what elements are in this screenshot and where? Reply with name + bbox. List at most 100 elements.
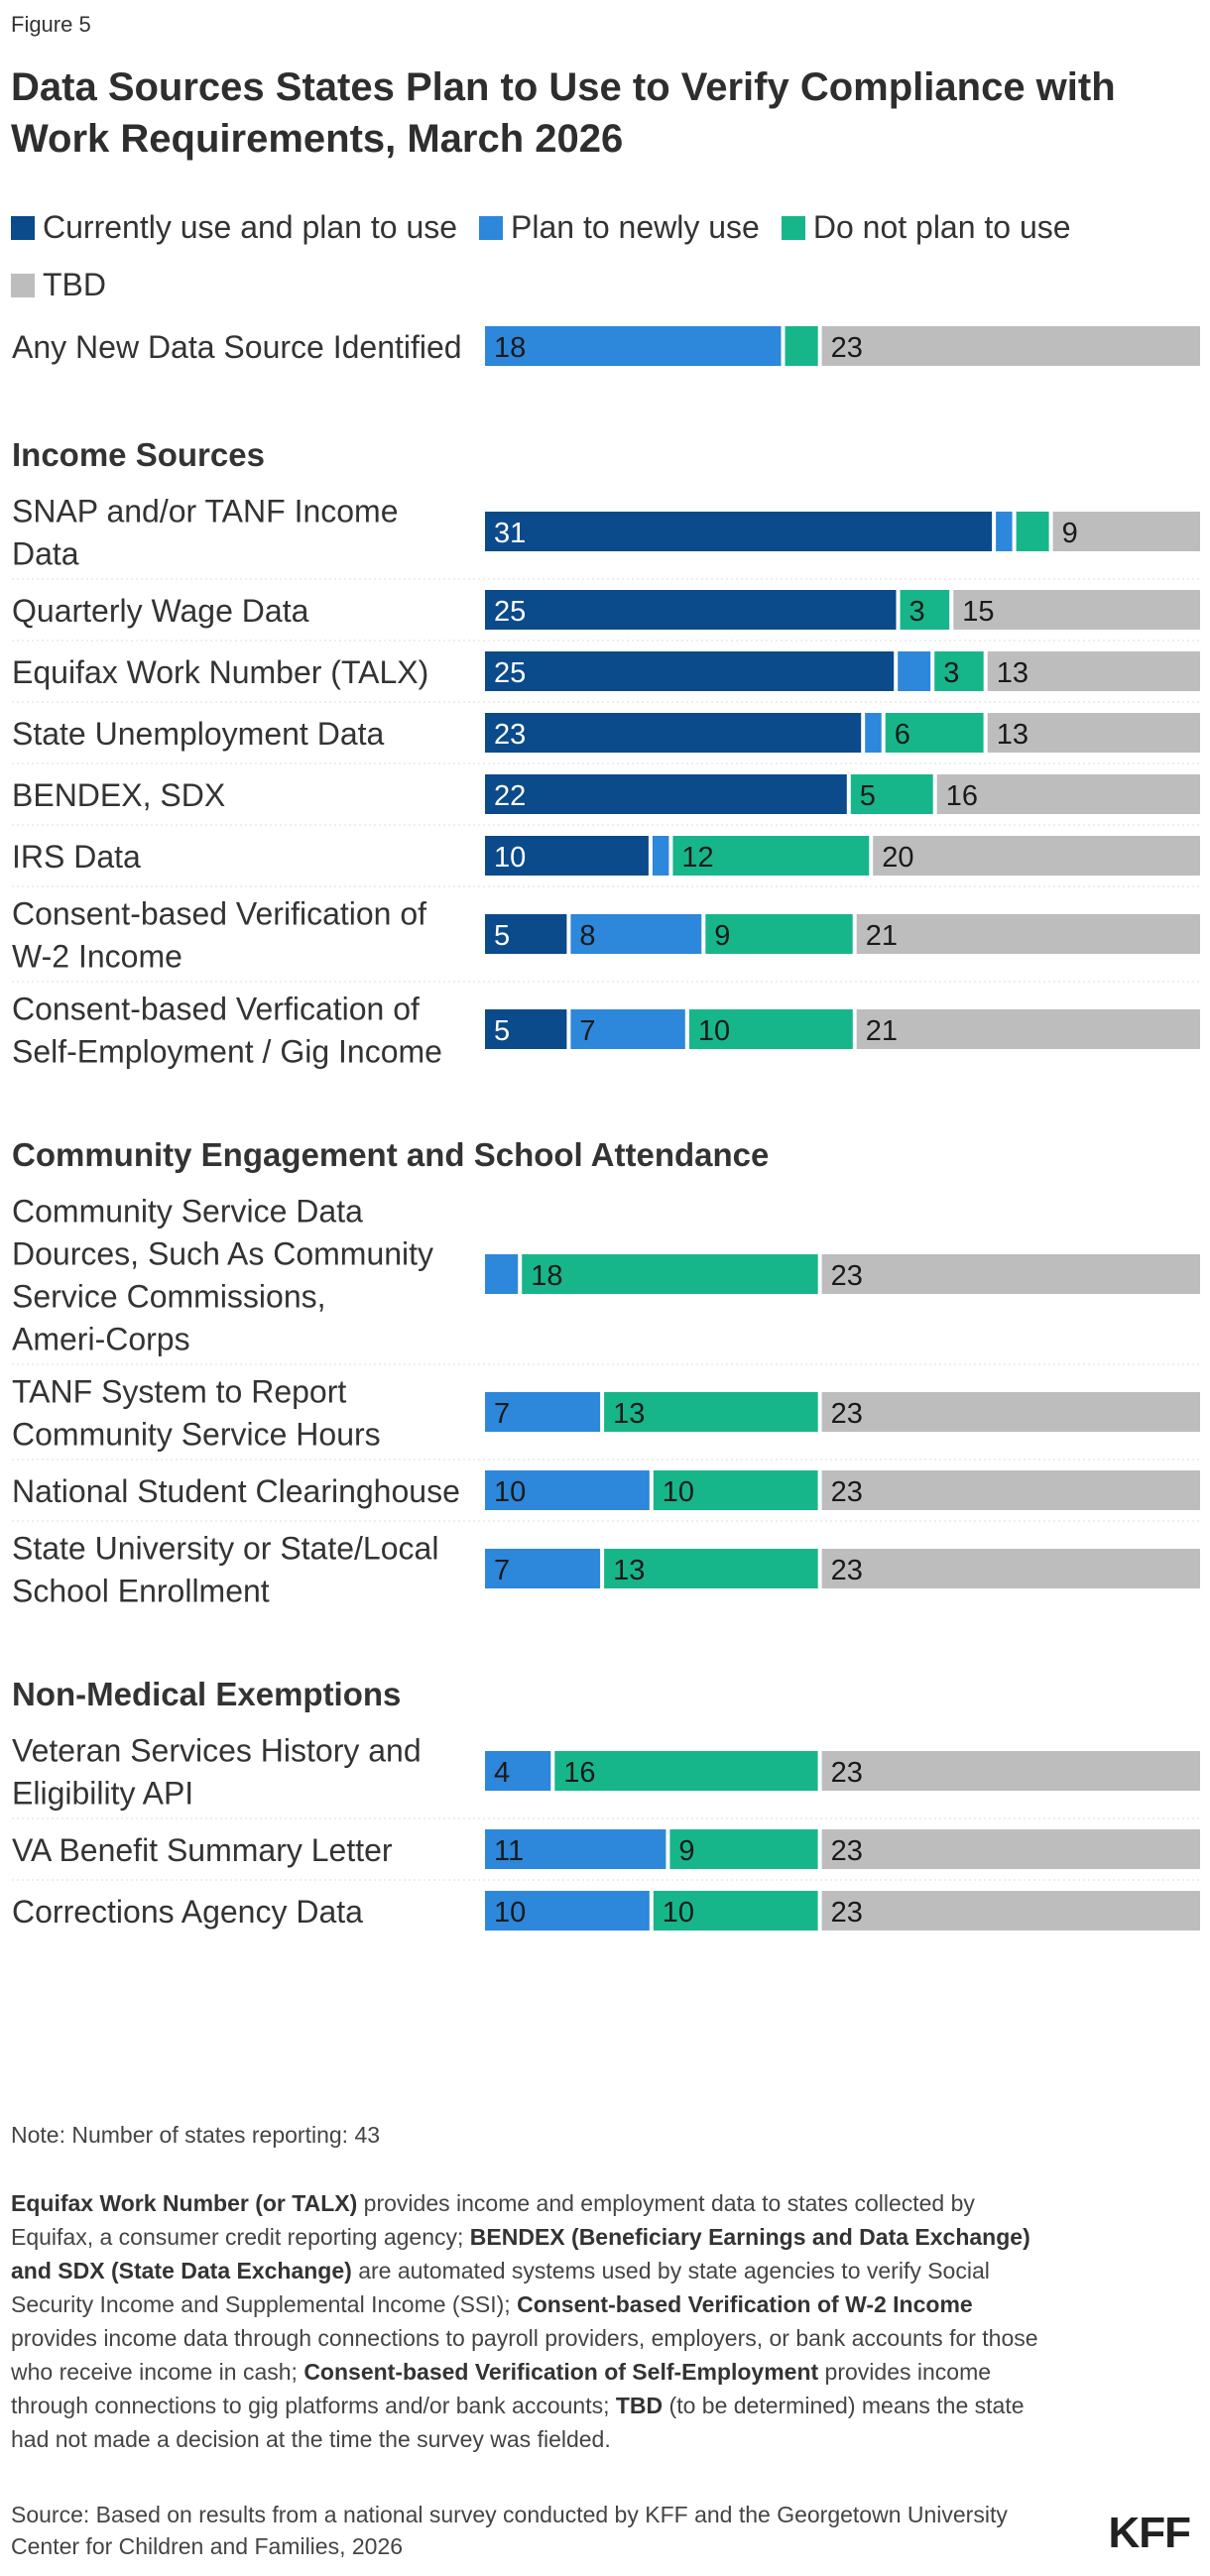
bar-segment: [522, 1254, 818, 1294]
row-label-line: Service Commissions,: [12, 1279, 326, 1315]
bar-value-label: 23: [831, 1398, 863, 1430]
bar-segment: [485, 512, 992, 551]
bar-value-label: 23: [831, 1555, 863, 1586]
bar-segment: [873, 836, 1200, 876]
bar-segment: [822, 1470, 1200, 1510]
bar-value-label: 23: [831, 1897, 863, 1929]
row-label-line: Quarterly Wage Data: [12, 593, 309, 629]
bar-segment: [485, 326, 782, 366]
group-heading: Non-Medical Exemptions: [12, 1676, 401, 1712]
bar-segment: [822, 1751, 1200, 1791]
bar-value-label: 22: [494, 780, 526, 812]
group-heading: Community Engagement and School Attendan…: [12, 1136, 769, 1173]
row-label: TANF System to Report Community Service H…: [12, 1374, 381, 1453]
group-heading: Income Sources: [12, 436, 265, 473]
row-label-line: State University or State/Local: [12, 1531, 438, 1567]
footnote-term: Equifax Work Number (or TALX): [11, 2190, 357, 2216]
kff-logo: KFF: [1108, 2509, 1190, 2558]
bar-segment: [653, 836, 669, 876]
bar-segment: [1017, 512, 1049, 551]
row-label-line: Consent-based Verfication of: [12, 992, 420, 1027]
bar-value-label: 7: [579, 1015, 595, 1047]
footnote-term: Consent-based Verification of Self-Emplo…: [303, 2359, 818, 2385]
row-label-line: State Unemployment Data: [12, 716, 385, 752]
row-label: State University or State/Local School En…: [12, 1531, 438, 1609]
bar-segment: [857, 914, 1200, 954]
bar-value-label: 18: [494, 332, 526, 364]
row-label-line: School Enrollment: [12, 1574, 270, 1609]
row-label: SNAP and/or TANF Income Data: [12, 494, 399, 572]
row-label-line: BENDEX, SDX: [12, 777, 225, 813]
bar-value-label: 3: [943, 657, 959, 689]
bar-value-label: 8: [579, 920, 595, 952]
bar-value-label: 12: [681, 842, 713, 874]
bar-value-label: 16: [946, 780, 978, 812]
row-label-line: Data: [12, 536, 79, 572]
bar-value-label: 15: [962, 596, 994, 628]
row-label: Equifax Work Number (TALX): [12, 654, 428, 690]
footnote-term: TBD: [616, 2393, 663, 2418]
row-label-line: Community Service Data: [12, 1194, 363, 1229]
row-label-line: Corrections Agency Data: [12, 1894, 363, 1930]
row-label-line: Veteran Services History and: [12, 1733, 422, 1769]
row-label: Corrections Agency Data: [12, 1894, 363, 1930]
row-label-line: VA Benefit Summary Letter: [12, 1832, 393, 1868]
bar-segment: [865, 713, 882, 753]
row-label: Consent-based Verfication of Self-Employm…: [12, 992, 442, 1070]
bar-segment: [822, 1254, 1200, 1294]
row-label-line: Ameri-Corps: [12, 1322, 190, 1357]
row-label-line: W-2 Income: [12, 939, 182, 975]
row-label-line: Consent-based Verification of: [12, 896, 426, 932]
bar-value-label: 9: [1062, 518, 1078, 549]
bar-segment: [822, 326, 1200, 366]
row-label-line: National Student Clearinghouse: [12, 1473, 460, 1509]
bar-value-label: 13: [997, 719, 1028, 751]
row-label: Consent-based Verification of W-2 Income: [12, 896, 426, 975]
row-label-line: IRS Data: [12, 839, 141, 875]
row-label-line: Self-Employment / Gig Income: [12, 1034, 442, 1070]
bar-value-label: 21: [866, 1015, 898, 1047]
chart-source: Source: Based on results from a national…: [11, 2499, 1062, 2562]
chart-footnote: Equifax Work Number (or TALX) provides i…: [11, 2186, 1062, 2456]
row-label: Any New Data Source Identified: [12, 329, 462, 365]
bar-value-label: 10: [494, 1897, 526, 1929]
row-label-line: Any New Data Source Identified: [12, 329, 462, 365]
bar-value-label: 13: [613, 1555, 645, 1586]
row-label: BENDEX, SDX: [12, 777, 225, 813]
bar-value-label: 13: [613, 1398, 645, 1430]
row-label-line: Dources, Such As Community: [12, 1236, 433, 1272]
bar-value-label: 20: [882, 842, 913, 874]
stacked-bar-chart: Any New Data Source Identified 18 23 Income…: [0, 0, 1210, 2132]
bar-segment: [485, 774, 847, 814]
bar-segment: [485, 713, 861, 753]
bar-segment: [822, 1549, 1200, 1588]
bar-value-label: 23: [494, 719, 526, 751]
row-label: Community Service Data Dources, Such As C…: [12, 1194, 433, 1357]
bar-value-label: 10: [698, 1015, 730, 1047]
bar-value-label: 23: [831, 332, 863, 364]
bar-segment: [786, 326, 818, 366]
bar-segment: [822, 1392, 1200, 1432]
bar-segment: [485, 1254, 518, 1294]
bar-value-label: 10: [494, 1476, 526, 1508]
bar-value-label: 6: [895, 719, 910, 751]
bar-segment: [898, 651, 930, 691]
bar-segment: [857, 1009, 1200, 1049]
bar-value-label: 10: [494, 842, 526, 874]
row-label: VA Benefit Summary Letter: [12, 1832, 393, 1868]
bar-value-label: 23: [831, 1757, 863, 1789]
bar-value-label: 16: [563, 1757, 595, 1789]
bar-value-label: 10: [663, 1476, 694, 1508]
row-label: Veteran Services History and Eligibility …: [12, 1733, 422, 1812]
bar-value-label: 13: [997, 657, 1028, 689]
bar-value-label: 5: [494, 920, 510, 952]
bar-value-label: 5: [860, 780, 876, 812]
bar-segment: [485, 590, 897, 630]
row-label-line: Equifax Work Number (TALX): [12, 654, 428, 690]
bar-value-label: 23: [831, 1476, 863, 1508]
footnote-term: Consent-based Verification of W-2 Income: [517, 2291, 973, 2317]
bar-value-label: 9: [714, 920, 730, 952]
row-label: State Unemployment Data: [12, 716, 385, 752]
row-label: Quarterly Wage Data: [12, 593, 309, 629]
row-label: National Student Clearinghouse: [12, 1473, 460, 1509]
